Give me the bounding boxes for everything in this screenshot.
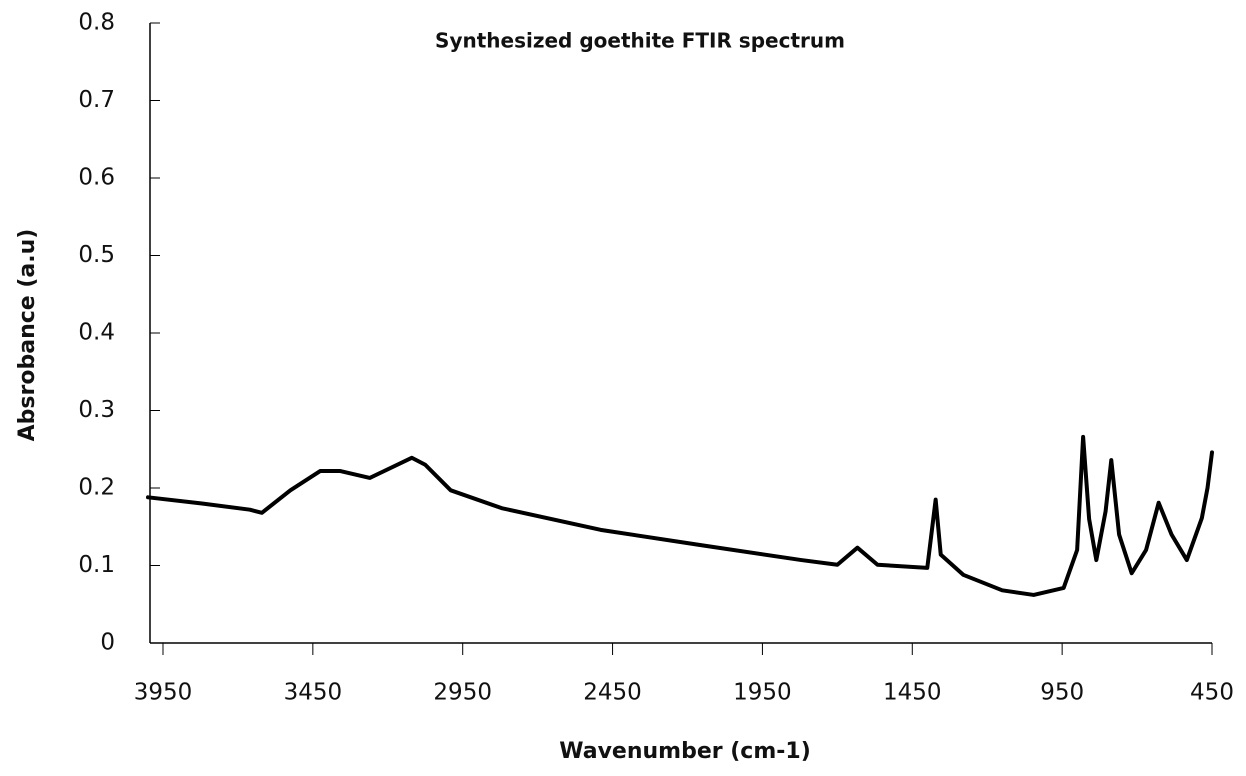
spectrum-line bbox=[146, 434, 1214, 597]
y-tick-label: 0.2 bbox=[78, 475, 115, 501]
x-axis-title: Wavenumber (cm-1) bbox=[559, 739, 811, 764]
y-tick-label: 0.6 bbox=[78, 165, 115, 191]
x-tick-label: 3450 bbox=[284, 680, 343, 706]
y-tick-label: 0.3 bbox=[78, 397, 115, 423]
x-tick-label: 1950 bbox=[733, 680, 792, 706]
x-tick-label: 3950 bbox=[134, 680, 193, 706]
y-tick-label: 0.1 bbox=[78, 552, 115, 578]
x-tick-label: 2950 bbox=[433, 680, 492, 706]
y-tick-label: 0 bbox=[100, 630, 115, 656]
x-tick-label: 2450 bbox=[583, 680, 642, 706]
y-axis-title: Absrobance (a.u) bbox=[15, 229, 40, 442]
y-tick-label: 0.5 bbox=[78, 242, 115, 268]
y-tick-label: 0.7 bbox=[78, 87, 115, 113]
x-tick-label: 950 bbox=[1040, 680, 1084, 706]
y-tick-label: 0.8 bbox=[78, 10, 115, 36]
x-tick-label: 1450 bbox=[883, 680, 942, 706]
y-tick-label: 0.4 bbox=[78, 320, 115, 346]
chart-title: Synthesized goethite FTIR spectrum bbox=[435, 29, 845, 53]
x-tick-label: 450 bbox=[1190, 680, 1234, 706]
